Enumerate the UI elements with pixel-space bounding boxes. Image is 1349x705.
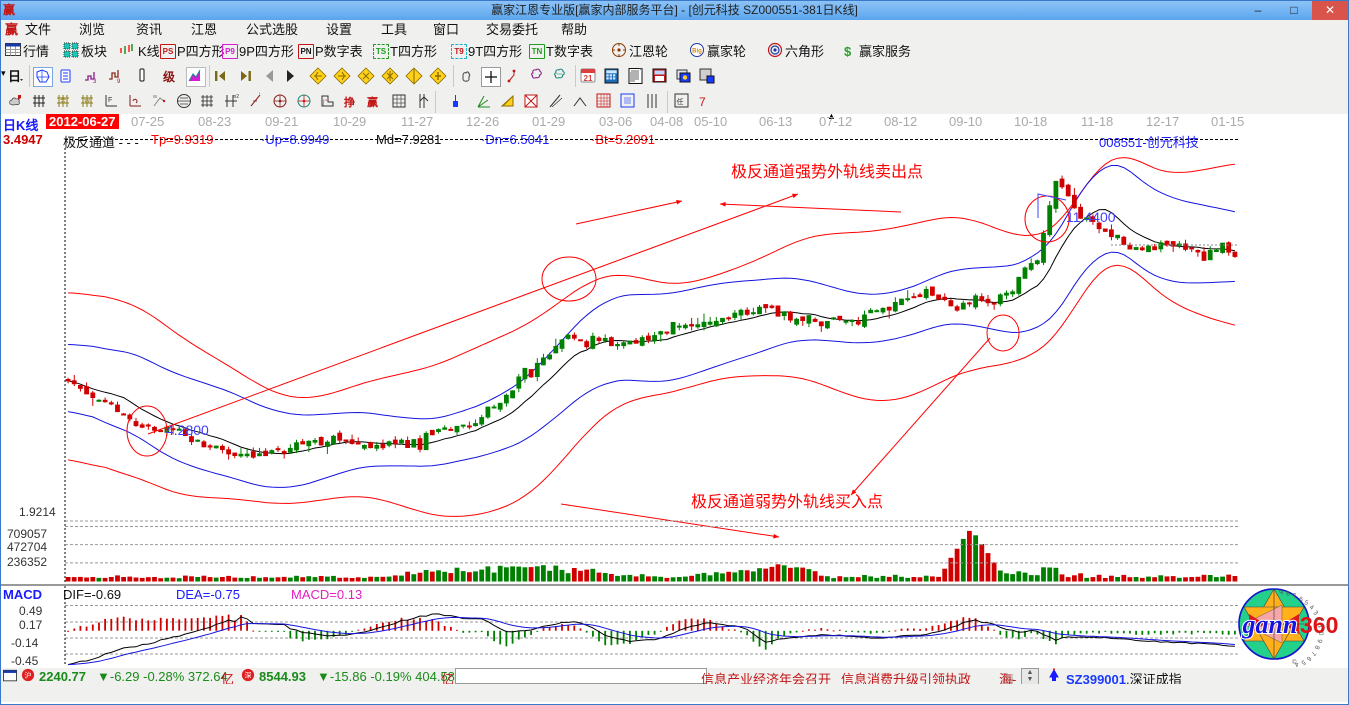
svg-text:11.4400: 11.4400: [1066, 209, 1116, 225]
svg-text:极反通道弱势外轨线买入点: 极反通道弱势外轨线买入点: [691, 493, 883, 511]
svg-text:Big: Big: [692, 49, 702, 55]
svg-text:沪: 沪: [25, 671, 32, 680]
svg-text:7: 7: [699, 95, 706, 109]
svg-text:9: 9: [1315, 639, 1322, 644]
svg-text:极反通道强势外轨线卖出点: 极反通道强势外轨线卖出点: [731, 163, 923, 181]
svg-text:挣: 挣: [344, 95, 355, 109]
svg-text:级: 级: [163, 69, 175, 84]
svg-text:9: 9: [117, 79, 121, 85]
svg-text:8: 8: [1313, 644, 1321, 650]
svg-text:': ': [259, 93, 260, 99]
svg-text:金: 金: [60, 97, 66, 105]
svg-text:n2: n2: [234, 94, 240, 100]
svg-text:©: ©: [1292, 659, 1297, 666]
svg-text:|'': |'': [323, 100, 327, 106]
svg-text:日: 日: [8, 69, 21, 84]
svg-text:6: 6: [1299, 596, 1304, 603]
svg-text:6: 6: [1305, 655, 1313, 663]
svg-text:3: 3: [93, 79, 97, 85]
svg-text:银: 银: [84, 97, 90, 105]
svg-text:5: 5: [1303, 599, 1309, 607]
svg-text:gann: gann: [1242, 610, 1298, 639]
svg-text:任: 任: [677, 97, 684, 106]
svg-text:21: 21: [584, 74, 593, 83]
svg-text:4.2800: 4.2800: [166, 422, 209, 438]
svg-text:F: F: [108, 97, 112, 104]
svg-text:4: 4: [1308, 604, 1315, 612]
svg-text:深: 深: [245, 671, 252, 680]
svg-text:赢: 赢: [367, 95, 378, 109]
